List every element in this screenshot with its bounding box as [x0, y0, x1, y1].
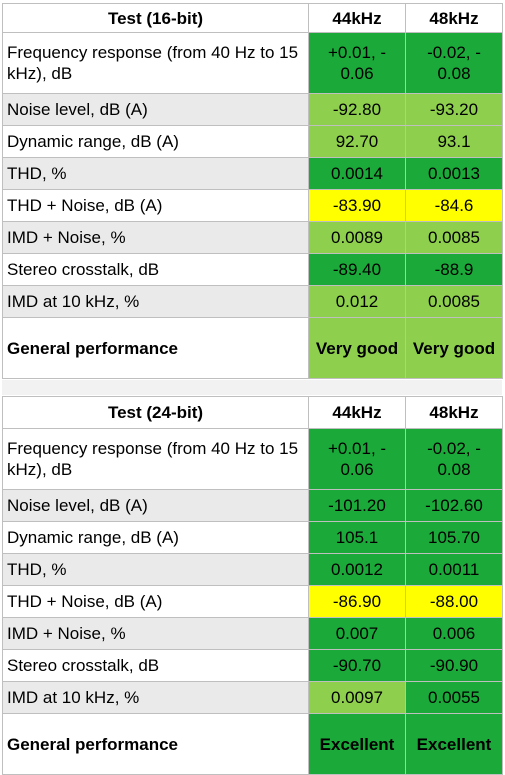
value-48khz: 105.70: [405, 521, 503, 554]
value-44khz: 0.0012: [308, 553, 406, 586]
table-row: General performance Excellent Excellent: [2, 713, 503, 775]
results-table-24bit: Test (24-bit) 44kHz 48kHz Frequency resp…: [2, 396, 503, 775]
row-label: Stereo crosstalk, dB: [2, 253, 309, 286]
value-48khz: -88.9: [405, 253, 503, 286]
row-label: Stereo crosstalk, dB: [2, 649, 309, 682]
table-row: THD + Noise, dB (A) -86.90 -88.00: [2, 585, 503, 618]
row-label: General performance: [2, 713, 309, 775]
value-48khz: 0.006: [405, 617, 503, 650]
header-48khz: 48kHz: [405, 3, 503, 33]
table-row: Frequency response (from 40 Hz to 15 kHz…: [2, 32, 503, 94]
table-row: Frequency response (from 40 Hz to 15 kHz…: [2, 428, 503, 490]
value-48khz: 0.0085: [405, 285, 503, 318]
table-row: Stereo crosstalk, dB -90.70 -90.90: [2, 649, 503, 682]
table-row: IMD at 10 kHz, % 0.012 0.0085: [2, 285, 503, 318]
header-row: Test (24-bit) 44kHz 48kHz: [2, 396, 503, 429]
results-table-16bit: Test (16-bit) 44kHz 48kHz Frequency resp…: [2, 3, 503, 379]
table-row: Noise level, dB (A) -92.80 -93.20: [2, 93, 503, 126]
header-test: Test (16-bit): [2, 3, 309, 33]
value-44khz: +0.01, - 0.06: [308, 428, 406, 490]
value-48khz: -88.00: [405, 585, 503, 618]
value-44khz: Excellent: [308, 713, 406, 775]
row-label: IMD at 10 kHz, %: [2, 285, 309, 318]
row-label: IMD + Noise, %: [2, 221, 309, 254]
value-48khz: -102.60: [405, 489, 503, 522]
value-48khz: 0.0011: [405, 553, 503, 586]
value-48khz: -0.02, - 0.08: [405, 32, 503, 94]
value-44khz: +0.01, - 0.06: [308, 32, 406, 94]
row-label: Frequency response (from 40 Hz to 15 kHz…: [2, 428, 309, 490]
table-row: IMD + Noise, % 0.0089 0.0085: [2, 221, 503, 254]
value-44khz: -86.90: [308, 585, 406, 618]
table-row: THD + Noise, dB (A) -83.90 -84.6: [2, 189, 503, 222]
value-44khz: 0.0014: [308, 157, 406, 190]
table-row: THD, % 0.0012 0.0011: [2, 553, 503, 586]
value-44khz: 0.007: [308, 617, 406, 650]
value-44khz: -89.40: [308, 253, 406, 286]
header-row: Test (16-bit) 44kHz 48kHz: [2, 3, 503, 33]
row-label: Frequency response (from 40 Hz to 15 kHz…: [2, 32, 309, 94]
value-48khz: -84.6: [405, 189, 503, 222]
row-label: IMD + Noise, %: [2, 617, 309, 650]
header-44khz: 44kHz: [308, 3, 406, 33]
value-48khz: Very good: [405, 317, 503, 379]
row-label: Noise level, dB (A): [2, 93, 309, 126]
value-44khz: -90.70: [308, 649, 406, 682]
row-label: THD, %: [2, 157, 309, 190]
table-row: THD, % 0.0014 0.0013: [2, 157, 503, 190]
row-label: THD + Noise, dB (A): [2, 189, 309, 222]
row-label: Dynamic range, dB (A): [2, 125, 309, 158]
table-row: IMD + Noise, % 0.007 0.006: [2, 617, 503, 650]
header-48khz: 48kHz: [405, 396, 503, 429]
value-48khz: -0.02, - 0.08: [405, 428, 503, 490]
value-44khz: -101.20: [308, 489, 406, 522]
row-label: General performance: [2, 317, 309, 379]
value-44khz: Very good: [308, 317, 406, 379]
value-48khz: 0.0055: [405, 681, 503, 714]
table-row: Dynamic range, dB (A) 105.1 105.70: [2, 521, 503, 554]
row-label: Noise level, dB (A): [2, 489, 309, 522]
table-separator: [2, 380, 502, 395]
value-44khz: -92.80: [308, 93, 406, 126]
row-label: IMD at 10 kHz, %: [2, 681, 309, 714]
value-48khz: 0.0085: [405, 221, 503, 254]
value-44khz: 92.70: [308, 125, 406, 158]
header-44khz: 44kHz: [308, 396, 406, 429]
value-44khz: 0.0089: [308, 221, 406, 254]
value-48khz: Excellent: [405, 713, 503, 775]
value-48khz: 93.1: [405, 125, 503, 158]
row-label: THD, %: [2, 553, 309, 586]
header-test: Test (24-bit): [2, 396, 309, 429]
table-row: General performance Very good Very good: [2, 317, 503, 379]
value-44khz: 0.0097: [308, 681, 406, 714]
value-44khz: 105.1: [308, 521, 406, 554]
table-row: Noise level, dB (A) -101.20 -102.60: [2, 489, 503, 522]
value-48khz: 0.0013: [405, 157, 503, 190]
value-48khz: -90.90: [405, 649, 503, 682]
row-label: Dynamic range, dB (A): [2, 521, 309, 554]
table-row: IMD at 10 kHz, % 0.0097 0.0055: [2, 681, 503, 714]
value-48khz: -93.20: [405, 93, 503, 126]
value-44khz: 0.012: [308, 285, 406, 318]
table-row: Dynamic range, dB (A) 92.70 93.1: [2, 125, 503, 158]
value-44khz: -83.90: [308, 189, 406, 222]
row-label: THD + Noise, dB (A): [2, 585, 309, 618]
table-row: Stereo crosstalk, dB -89.40 -88.9: [2, 253, 503, 286]
